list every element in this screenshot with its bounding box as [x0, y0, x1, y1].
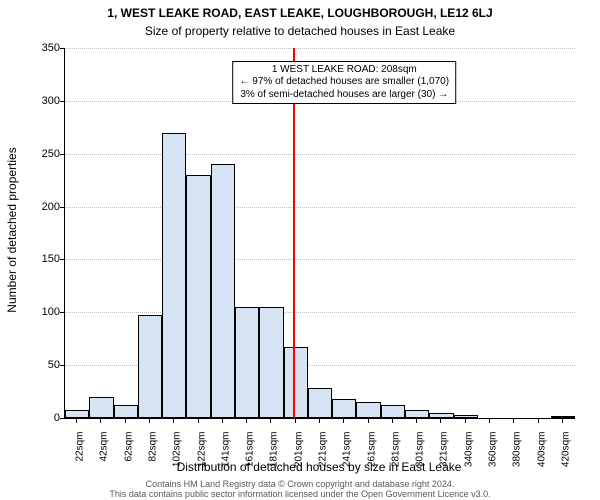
y-tick-label: 250 [28, 148, 60, 160]
x-tick-label: 141sqm [220, 432, 231, 468]
y-tick-mark [60, 154, 64, 155]
x-tick-label: 102sqm [172, 432, 183, 468]
histogram-bar [356, 402, 380, 418]
y-tick-mark [60, 101, 64, 102]
histogram-bar [332, 399, 356, 418]
x-tick-mark [149, 419, 150, 423]
x-tick-label: 261sqm [366, 432, 377, 468]
y-tick-label: 200 [28, 201, 60, 213]
annotation-line: 3% of semi-detached houses are larger (3… [240, 89, 450, 102]
gridline [65, 207, 575, 208]
x-tick-mark [76, 419, 77, 423]
y-tick-mark [60, 207, 64, 208]
x-tick-label: 122sqm [196, 432, 207, 468]
y-tick-label: 350 [28, 42, 60, 54]
x-tick-mark [343, 419, 344, 423]
x-tick-mark [125, 419, 126, 423]
x-tick-mark [538, 419, 539, 423]
x-tick-mark [368, 419, 369, 423]
x-tick-label: 241sqm [342, 432, 353, 468]
footer-attribution: Contains HM Land Registry data © Crown c… [0, 480, 600, 500]
x-tick-mark [392, 419, 393, 423]
gridline [65, 154, 575, 155]
histogram-bar [381, 405, 405, 418]
y-tick-mark [60, 365, 64, 366]
histogram-bar [405, 410, 429, 418]
histogram-bar [284, 347, 308, 418]
y-tick-label: 300 [28, 95, 60, 107]
x-tick-label: 62sqm [123, 432, 134, 462]
x-tick-mark [270, 419, 271, 423]
footer-line-2: This data contains public sector informa… [0, 490, 600, 500]
x-tick-label: 301sqm [415, 432, 426, 468]
chart-container: { "title_line1": "1, WEST LEAKE ROAD, EA… [0, 0, 600, 500]
x-tick-label: 82sqm [148, 432, 159, 462]
x-tick-label: 201sqm [293, 432, 304, 468]
histogram-bar [551, 416, 575, 418]
y-tick-label: 50 [28, 359, 60, 371]
gridline [65, 312, 575, 313]
y-tick-label: 100 [28, 306, 60, 318]
annotation-line: ← 97% of detached houses are smaller (1,… [240, 76, 450, 89]
histogram-bar [454, 415, 478, 418]
histogram-bar [308, 388, 332, 418]
histogram-bar [89, 397, 113, 418]
x-tick-mark [465, 419, 466, 423]
x-tick-label: 281sqm [390, 432, 401, 468]
x-tick-label: 161sqm [245, 432, 256, 468]
x-tick-mark [198, 419, 199, 423]
x-tick-label: 22sqm [75, 432, 86, 462]
y-tick-mark [60, 259, 64, 260]
plot-area: 1 WEST LEAKE ROAD: 208sqm← 97% of detach… [64, 48, 575, 419]
histogram-bar [211, 164, 235, 418]
histogram-bar [429, 413, 453, 418]
y-tick-mark [60, 312, 64, 313]
x-tick-label: 360sqm [488, 432, 499, 468]
gridline [65, 48, 575, 49]
histogram-bar [235, 307, 259, 418]
x-tick-mark [416, 419, 417, 423]
y-axis-label: Number of detached properties [5, 147, 19, 312]
x-tick-mark [513, 419, 514, 423]
x-tick-mark [100, 419, 101, 423]
histogram-bar [259, 307, 283, 418]
x-tick-label: 420sqm [560, 432, 571, 468]
histogram-bar [114, 405, 138, 418]
x-tick-label: 380sqm [512, 432, 523, 468]
x-tick-label: 181sqm [269, 432, 280, 468]
x-tick-mark [295, 419, 296, 423]
x-tick-mark [440, 419, 441, 423]
x-tick-mark [489, 419, 490, 423]
x-tick-mark [222, 419, 223, 423]
x-tick-label: 42sqm [99, 432, 110, 462]
chart-subtitle: Size of property relative to detached ho… [0, 24, 600, 38]
x-tick-mark [173, 419, 174, 423]
annotation-box: 1 WEST LEAKE ROAD: 208sqm← 97% of detach… [233, 61, 457, 105]
y-tick-mark [60, 418, 64, 419]
histogram-bar [162, 133, 186, 418]
x-tick-mark [246, 419, 247, 423]
x-tick-label: 400sqm [536, 432, 547, 468]
gridline [65, 259, 575, 260]
x-tick-label: 321sqm [439, 432, 450, 468]
y-tick-label: 0 [28, 412, 60, 424]
chart-title: 1, WEST LEAKE ROAD, EAST LEAKE, LOUGHBOR… [0, 6, 600, 20]
y-tick-label: 150 [28, 253, 60, 265]
x-tick-mark [319, 419, 320, 423]
histogram-bar [138, 315, 162, 418]
histogram-bar [65, 410, 89, 418]
x-tick-label: 221sqm [318, 432, 329, 468]
y-tick-mark [60, 48, 64, 49]
histogram-bar [186, 175, 210, 418]
x-tick-label: 340sqm [463, 432, 474, 468]
x-tick-mark [562, 419, 563, 423]
annotation-line: 1 WEST LEAKE ROAD: 208sqm [240, 64, 450, 77]
